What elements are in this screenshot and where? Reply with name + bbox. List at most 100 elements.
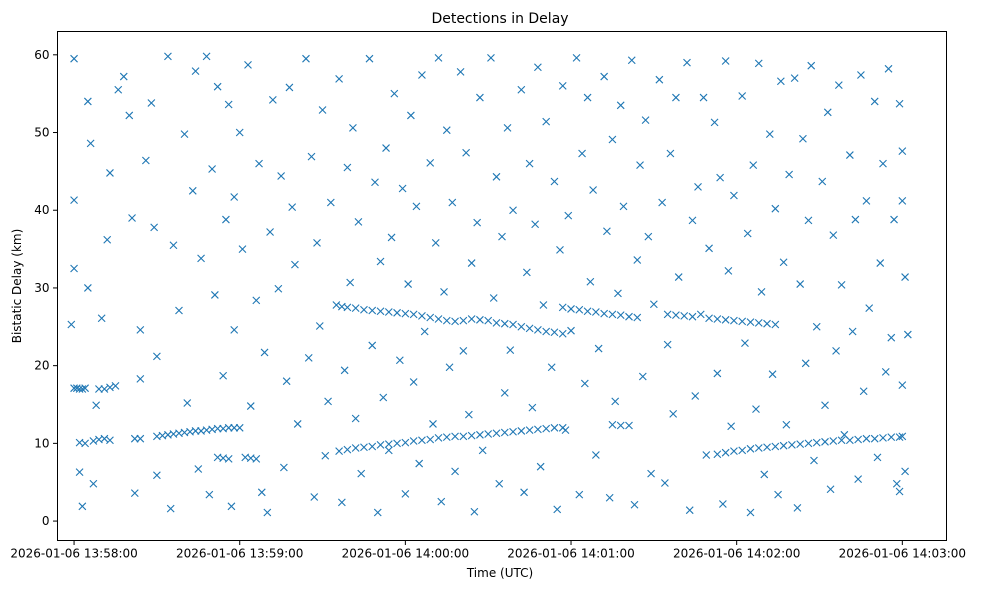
data-point — [252, 296, 261, 305]
data-point — [357, 469, 366, 478]
data-point — [313, 238, 321, 247]
data-point — [387, 233, 396, 242]
data-point — [371, 178, 379, 187]
data-point — [191, 427, 200, 435]
data-point — [649, 300, 658, 309]
data-point — [746, 444, 755, 453]
data-point — [754, 59, 763, 68]
data-point — [821, 437, 829, 446]
data-point — [525, 324, 534, 333]
data-point — [710, 118, 719, 127]
data-point — [489, 294, 498, 302]
data-point — [393, 308, 401, 317]
data-point — [343, 445, 352, 454]
data-point — [674, 273, 683, 281]
data-point — [476, 430, 484, 439]
data-point — [760, 470, 769, 479]
data-point — [812, 322, 821, 331]
x-tick-label: 2026-01-06 13:58:00 — [10, 547, 137, 561]
data-point — [854, 435, 863, 444]
data-point — [310, 493, 319, 501]
data-point — [870, 97, 879, 106]
data-point — [614, 289, 622, 298]
x-tick-label: 2026-01-06 14:01:00 — [507, 547, 634, 561]
x-tick-label: 2026-01-06 14:00:00 — [342, 547, 469, 561]
data-point — [147, 99, 156, 107]
data-point — [531, 220, 540, 229]
data-point — [97, 314, 106, 323]
data-point — [382, 144, 390, 152]
data-point — [429, 420, 437, 428]
data-point — [509, 427, 517, 436]
data-point — [437, 497, 446, 506]
data-point — [420, 327, 429, 336]
data-point — [522, 268, 531, 277]
data-point — [459, 432, 468, 441]
data-point — [895, 487, 904, 496]
data-point — [451, 317, 459, 326]
data-point — [542, 327, 551, 336]
data-point — [608, 420, 617, 429]
data-point — [70, 196, 78, 205]
data-point — [445, 363, 454, 372]
data-point — [658, 198, 667, 207]
data-point — [644, 232, 653, 241]
data-point — [274, 284, 283, 293]
data-point — [86, 139, 95, 148]
data-point — [727, 422, 736, 431]
data-point — [434, 315, 443, 323]
data-point — [70, 54, 78, 63]
data-point — [351, 304, 360, 313]
data-point — [848, 327, 857, 336]
data-point — [641, 116, 650, 124]
data-point — [663, 310, 672, 319]
data-point — [415, 459, 424, 468]
data-point — [536, 462, 545, 471]
data-point — [600, 72, 609, 81]
data-point — [796, 440, 805, 449]
data-point — [509, 320, 517, 329]
data-point — [130, 489, 139, 497]
data-point — [451, 432, 459, 441]
data-point — [616, 101, 625, 110]
data-point — [442, 316, 451, 325]
data-point — [705, 244, 713, 253]
data-point — [103, 235, 112, 244]
data-point — [326, 198, 335, 207]
data-point — [600, 309, 609, 318]
data-point — [130, 434, 139, 443]
data-point — [470, 507, 479, 516]
data-point — [365, 54, 374, 63]
data-point — [716, 173, 724, 182]
data-point — [567, 305, 575, 313]
data-point — [343, 163, 352, 172]
data-point — [175, 306, 183, 315]
data-point — [373, 508, 382, 517]
data-point — [426, 435, 435, 444]
data-point — [898, 197, 907, 205]
data-point — [255, 159, 263, 168]
data-point — [801, 359, 810, 368]
data-point — [360, 443, 368, 452]
data-point — [713, 450, 722, 459]
data-point — [368, 341, 377, 350]
data-points — [67, 52, 912, 517]
data-point — [771, 320, 780, 329]
data-point — [550, 328, 559, 337]
data-point — [539, 301, 548, 309]
y-tick-label: 60 — [34, 48, 49, 62]
data-point — [832, 346, 840, 355]
data-point — [561, 426, 570, 435]
data-point — [459, 316, 468, 325]
data-point — [705, 314, 713, 323]
data-point — [368, 306, 377, 315]
data-point — [793, 503, 802, 512]
data-point — [616, 311, 625, 320]
data-point — [696, 310, 705, 319]
data-point — [318, 106, 327, 114]
data-point — [804, 439, 813, 448]
data-point — [580, 379, 589, 388]
data-point — [829, 437, 838, 445]
data-point — [106, 383, 114, 392]
data-point — [153, 471, 161, 480]
